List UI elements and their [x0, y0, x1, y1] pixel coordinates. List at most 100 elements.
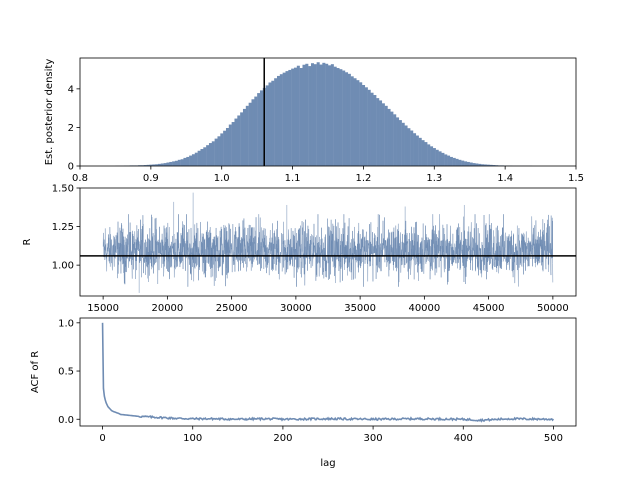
acf-xlabel: lag: [320, 458, 335, 469]
trace-panel: 15000 20000 25000 30000 35000 40000 45000 50000…: [22, 184, 577, 314]
trace-ylabel: R: [22, 238, 33, 245]
histogram-bar: [407, 128, 411, 166]
histogram-bar: [206, 145, 210, 166]
trace-x-ticks: 15000 20000 25000 30000 35000 40000 45000 50000: [87, 296, 569, 314]
histogram-bar: [146, 164, 150, 166]
histogram-axes-frame: [79, 57, 577, 167]
x-tick-label: 500: [544, 433, 563, 444]
histogram-bar: [466, 161, 470, 166]
x-tick-label: 1.4: [497, 173, 513, 184]
x-tick-label: 45000: [473, 303, 505, 314]
histogram-x-ticks: 0.8 0.9 1.0 1.1 1.2 1.3 1.4 1.5: [72, 166, 584, 184]
trace-y-ticks: 1.00 1.25 1.50: [52, 184, 80, 272]
histogram-bar: [285, 71, 289, 166]
histogram-bar: [299, 68, 303, 166]
histogram-bar: [441, 152, 445, 166]
histogram-bar: [293, 67, 298, 166]
histogram-bar: [288, 69, 292, 166]
histogram-bar: [404, 125, 408, 166]
histogram-bar: [186, 156, 190, 166]
x-tick-label: 200: [273, 433, 292, 444]
histogram-bar: [325, 63, 329, 166]
y-tick-label: 0.0: [58, 415, 74, 426]
y-tick-label: 0: [68, 162, 74, 173]
histogram-bar: [339, 69, 343, 166]
histogram-ylabel: Est. posterior density: [44, 59, 55, 166]
x-tick-label: 400: [454, 433, 473, 444]
histogram-bar: [475, 163, 479, 166]
histogram-bar: [410, 130, 414, 166]
histogram-bar: [211, 141, 215, 166]
histogram-bar: [455, 158, 459, 166]
histogram-bar: [200, 149, 204, 166]
histogram-bar: [347, 73, 351, 166]
histogram-bars: [115, 62, 533, 167]
histogram-bar: [381, 103, 385, 166]
x-tick-label: 1.0: [214, 173, 230, 184]
histogram-bar: [328, 65, 332, 166]
x-tick-label: 50000: [537, 303, 569, 314]
histogram-bar: [322, 62, 326, 167]
histogram-bar: [180, 159, 184, 166]
histogram-bar: [279, 74, 283, 166]
histogram-bar: [274, 78, 278, 166]
x-tick-label: 35000: [344, 303, 376, 314]
histogram-bar: [384, 105, 388, 166]
histogram-bar: [447, 155, 451, 166]
histogram-bar: [449, 156, 453, 166]
histogram-y-ticks: 0 2 4: [68, 84, 80, 173]
histogram-bar: [268, 82, 272, 166]
x-tick-label: 15000: [87, 303, 119, 314]
histogram-bar: [191, 154, 195, 166]
histogram-bar: [217, 136, 221, 166]
y-tick-label: 1.50: [52, 184, 74, 195]
histogram-bar: [234, 118, 238, 166]
histogram-bar: [438, 151, 442, 166]
histogram-bar: [282, 72, 286, 166]
histogram-bar: [245, 105, 249, 166]
histogram-bar: [387, 108, 391, 166]
trace-axes-frame: [79, 187, 577, 297]
histogram-bar: [390, 111, 394, 166]
histogram-bar: [336, 68, 340, 166]
acf-y-ticks: 0.0 0.5 1.0: [58, 318, 80, 426]
histogram-bar: [163, 163, 167, 166]
histogram-bar: [489, 164, 493, 166]
histogram-bar: [359, 82, 363, 166]
histogram-bar: [370, 92, 374, 166]
histogram-bar: [214, 138, 218, 166]
histogram-bar: [415, 135, 419, 166]
histogram-bar: [435, 149, 439, 166]
histogram-bar: [248, 102, 252, 166]
histogram-bar: [464, 161, 468, 166]
x-tick-label: 20000: [151, 303, 183, 314]
x-tick-label: 100: [183, 433, 202, 444]
histogram-bar: [486, 164, 490, 166]
histogram-bar: [242, 108, 247, 166]
histogram-bar: [166, 162, 170, 166]
histogram-bar: [225, 128, 229, 166]
histogram-bar: [492, 165, 496, 166]
histogram-bar: [240, 112, 244, 166]
y-tick-label: 1.00: [52, 261, 74, 272]
histogram-bar: [373, 95, 377, 166]
histogram-bar: [353, 78, 357, 166]
x-tick-label: 40000: [408, 303, 440, 314]
histogram-bar: [367, 89, 371, 166]
histogram-bar: [342, 70, 346, 166]
histogram-bar: [174, 160, 178, 166]
x-tick-label: 1.2: [355, 173, 371, 184]
histogram-bar: [427, 144, 431, 166]
histogram-bar: [197, 150, 201, 166]
histogram-bar: [333, 66, 337, 166]
histogram-bar: [296, 65, 300, 166]
histogram-bar: [265, 85, 269, 166]
histogram-bar: [458, 159, 462, 166]
histogram-bar: [345, 72, 349, 166]
histogram-bar: [183, 157, 187, 166]
acf-axes-frame: [79, 317, 577, 427]
x-tick-label: 0: [99, 433, 105, 444]
histogram-bar: [231, 122, 235, 166]
histogram-bar: [172, 161, 176, 166]
histogram-bar: [155, 164, 159, 166]
